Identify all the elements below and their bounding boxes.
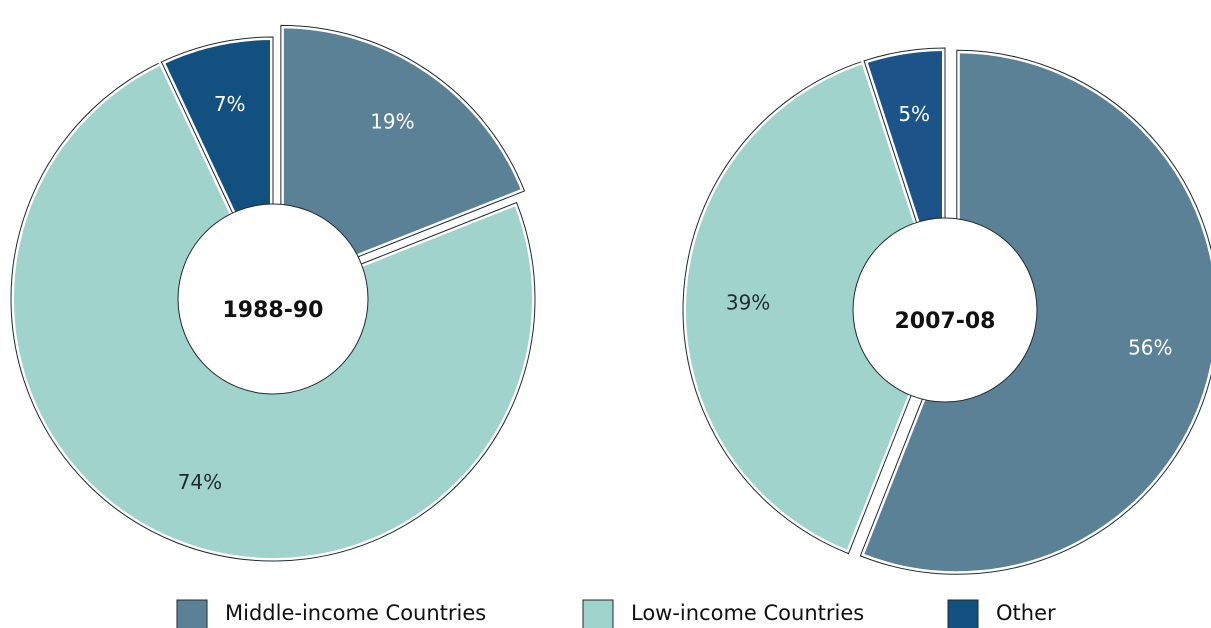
value-label: 74% — [178, 470, 222, 494]
center-label: 2007-08 — [895, 309, 996, 334]
legend-label: Middle-income Countries — [225, 601, 486, 625]
value-label: 5% — [898, 102, 930, 126]
value-label: 39% — [726, 290, 770, 314]
slice-outline — [859, 49, 1211, 575]
legend-swatch — [947, 599, 979, 628]
legend-swatch — [176, 599, 208, 628]
value-label: 19% — [370, 110, 414, 134]
slice-outline — [280, 24, 526, 289]
donut-hole — [852, 217, 1038, 403]
value-label: 7% — [214, 92, 246, 116]
slice-outline — [10, 61, 536, 562]
slice-outline — [863, 47, 946, 311]
legend-label: Other — [996, 601, 1056, 625]
slice-outline — [160, 36, 274, 300]
value-label: 56% — [1128, 336, 1172, 360]
center-label: 1988-90 — [223, 298, 324, 323]
slice-outline — [682, 60, 946, 555]
legend-label: Low-income Countries — [631, 601, 864, 625]
legend-swatch — [582, 599, 614, 628]
donut-hole — [177, 203, 369, 395]
